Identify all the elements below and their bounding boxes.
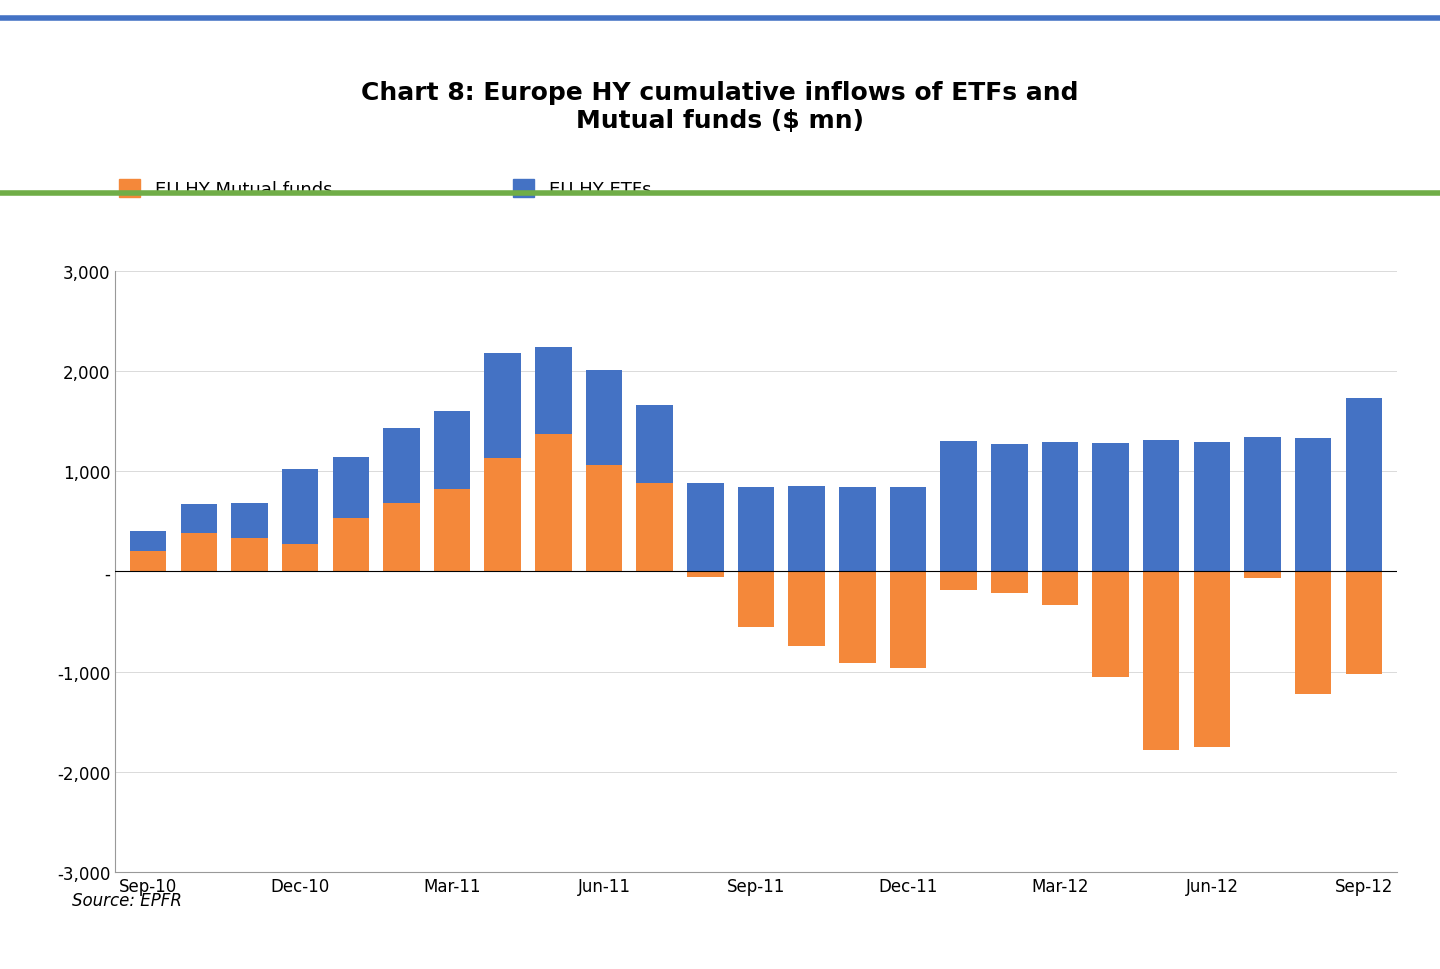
Bar [282,470,318,545]
Bar [737,487,775,572]
Text: Source: EPFR: Source: EPFR [72,891,181,910]
Bar [1345,398,1382,572]
Bar [1244,572,1280,578]
Bar [687,572,723,578]
Bar [1295,572,1332,694]
Bar [636,405,672,484]
Bar [687,484,723,572]
Bar [737,572,775,628]
Bar [180,505,217,534]
Bar [484,458,521,572]
Bar [991,572,1028,594]
Bar [130,532,167,551]
Bar [940,442,976,572]
Bar [1143,441,1179,572]
Legend: EU HY Mutual funds, EU HY ETFs: EU HY Mutual funds, EU HY ETFs [111,172,658,206]
Bar [333,457,369,518]
Bar [433,489,471,572]
Bar [840,487,876,572]
Bar [433,412,471,489]
Bar [890,572,926,668]
Bar [1041,443,1079,572]
Bar [232,504,268,539]
Bar [586,370,622,465]
Bar [840,572,876,663]
Bar [1295,439,1332,572]
Bar [1143,572,1179,750]
Bar [1345,572,1382,673]
Bar [940,572,976,591]
Bar [484,354,521,458]
Bar [789,486,825,572]
Bar [383,428,419,504]
Bar [636,484,672,572]
Bar [1093,572,1129,677]
Bar [586,465,622,572]
Bar [536,348,572,434]
Bar [282,545,318,572]
Bar [1194,572,1230,747]
Bar [232,539,268,572]
Bar [536,434,572,572]
Bar [1093,444,1129,572]
Bar [1244,438,1280,572]
Bar [383,504,419,572]
Bar [180,534,217,572]
Bar [991,445,1028,572]
Bar [890,487,926,572]
Text: Chart 8: Europe HY cumulative inflows of ETFs and
Mutual funds ($ mn): Chart 8: Europe HY cumulative inflows of… [361,80,1079,133]
Bar [789,572,825,647]
Bar [130,551,167,572]
Bar [1041,572,1079,606]
Bar [1194,443,1230,572]
Bar [333,518,369,572]
